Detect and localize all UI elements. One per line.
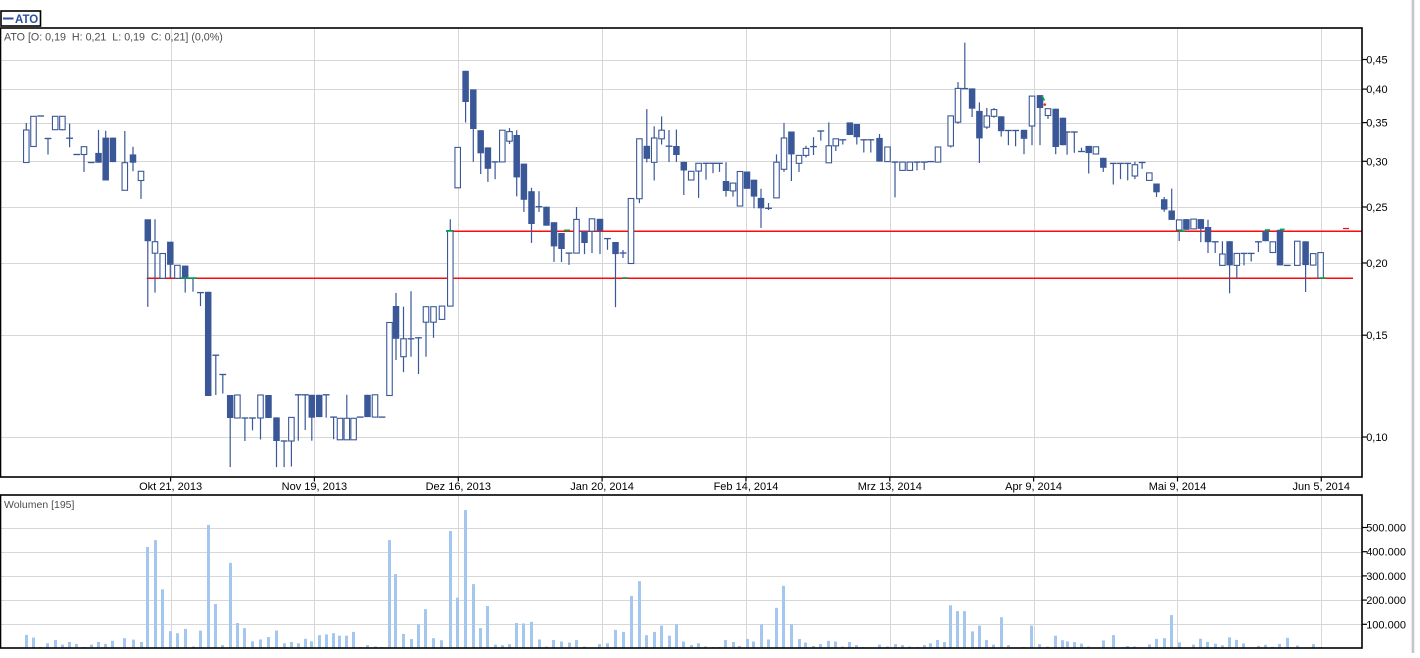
svg-text:0,40: 0,40 bbox=[1366, 84, 1387, 96]
svg-text:Mai 9, 2014: Mai 9, 2014 bbox=[1149, 481, 1206, 493]
svg-text:300.000: 300.000 bbox=[1366, 571, 1406, 583]
svg-text:500.000: 500.000 bbox=[1366, 523, 1406, 535]
svg-text:Feb 14, 2014: Feb 14, 2014 bbox=[714, 481, 779, 493]
svg-text:Dez 16, 2013: Dez 16, 2013 bbox=[426, 481, 491, 493]
svg-text:Jan 20, 2014: Jan 20, 2014 bbox=[570, 481, 634, 493]
svg-text:ATO: ATO bbox=[15, 14, 38, 26]
svg-text:200.000: 200.000 bbox=[1366, 595, 1406, 607]
svg-text:100.000: 100.000 bbox=[1366, 619, 1406, 631]
svg-text:0,15: 0,15 bbox=[1366, 330, 1387, 342]
svg-text:0,25: 0,25 bbox=[1366, 202, 1387, 214]
svg-text:Nov 19, 2013: Nov 19, 2013 bbox=[282, 481, 347, 493]
svg-text:0,30: 0,30 bbox=[1366, 156, 1387, 168]
svg-text:0,35: 0,35 bbox=[1366, 118, 1387, 130]
svg-text:Wolumen [195]: Wolumen [195] bbox=[4, 499, 75, 511]
svg-text:Apr 9, 2014: Apr 9, 2014 bbox=[1005, 481, 1062, 493]
svg-text:400.000: 400.000 bbox=[1366, 547, 1406, 559]
svg-text:Jun 5, 2014: Jun 5, 2014 bbox=[1293, 481, 1351, 493]
svg-text:0,10: 0,10 bbox=[1366, 432, 1387, 444]
svg-text:0,45: 0,45 bbox=[1366, 55, 1387, 67]
svg-text:Mrz 13, 2014: Mrz 13, 2014 bbox=[858, 481, 922, 493]
svg-text:Okt 21, 2013: Okt 21, 2013 bbox=[139, 481, 202, 493]
svg-text:0,20: 0,20 bbox=[1366, 258, 1387, 270]
svg-text:ATO [O: 0,19 H: 0,21 L: 0,19: ATO [O: 0,19 H: 0,21 L: 0,19 C: 0,21] (0… bbox=[4, 32, 223, 44]
